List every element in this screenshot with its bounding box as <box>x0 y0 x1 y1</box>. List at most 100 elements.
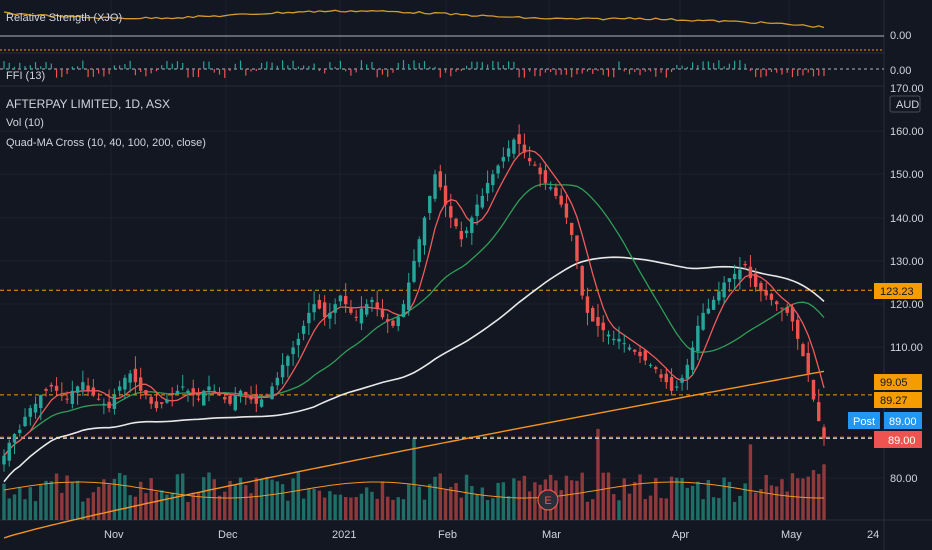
candle-body <box>259 399 264 407</box>
candle-body <box>133 368 138 383</box>
candle-body <box>407 282 411 310</box>
candle-body <box>175 390 180 394</box>
candle-body <box>596 317 600 326</box>
ffi-bar <box>140 69 142 72</box>
volume-bar <box>817 473 821 520</box>
ffi-bar <box>818 69 820 76</box>
candle-body <box>391 320 395 326</box>
ffi-axis-value: 0.00 <box>890 65 911 77</box>
ffi-bar <box>166 60 168 69</box>
volume-bar <box>443 489 448 520</box>
ffi-bar <box>87 69 89 78</box>
ffi-bar <box>287 65 289 69</box>
ffi-bar <box>534 69 536 77</box>
last-price-bg <box>874 431 922 448</box>
candle-body <box>612 338 616 341</box>
volume-bar <box>107 484 111 520</box>
candle-body <box>732 273 737 280</box>
ffi-bar <box>550 69 552 73</box>
ffi-bar <box>429 66 431 69</box>
candle-body <box>254 393 259 404</box>
candle-body <box>301 325 306 334</box>
ffi-bar <box>544 69 547 73</box>
candle-body <box>538 167 542 175</box>
volume-bar <box>75 480 80 520</box>
ffi-bar <box>324 69 326 74</box>
time-axis[interactable]: Nov Dec 2021 Feb Mar Apr May 24 <box>104 529 879 541</box>
ffi-bar <box>171 63 173 69</box>
ffi-bar <box>444 69 447 73</box>
volume-bar <box>496 482 500 520</box>
ffi-bar <box>239 60 242 69</box>
volume-bar <box>654 478 658 520</box>
volume-bar <box>375 498 379 520</box>
volume-bar <box>312 488 316 520</box>
volume-bar <box>317 490 322 520</box>
candle-body <box>585 296 590 313</box>
volume-bar <box>217 495 222 520</box>
candle-body <box>564 203 569 218</box>
time-tick-feb: Feb <box>438 529 457 541</box>
volume-bar <box>753 492 758 520</box>
volume-bar <box>328 491 332 520</box>
earnings-marker[interactable]: E <box>537 489 559 511</box>
candle-body <box>322 302 327 318</box>
volume-bar <box>364 487 369 520</box>
ffi-bar <box>476 61 478 69</box>
ffi-bar <box>234 63 236 69</box>
ffi-bar <box>786 69 788 73</box>
volume-bar <box>690 485 695 520</box>
candle-body <box>743 263 747 266</box>
candle-body <box>648 364 653 366</box>
volume-bar <box>501 482 506 520</box>
candle-body <box>591 307 595 322</box>
volume-bar <box>165 494 169 520</box>
volume-bar <box>291 478 295 520</box>
volume-bar <box>643 499 647 520</box>
candle-body <box>601 322 605 331</box>
ffi-bar <box>61 69 63 78</box>
candle-body <box>675 386 679 388</box>
candle-body <box>669 377 674 391</box>
volume-bar <box>49 481 54 520</box>
ffi-bar <box>718 60 720 69</box>
ffi-bar <box>224 69 226 78</box>
candle-body <box>443 185 448 205</box>
ffi-bar <box>565 69 568 75</box>
ffi-bar <box>760 69 762 78</box>
ffi-bar <box>292 60 294 69</box>
volume-bar <box>475 494 479 520</box>
ffi-bar <box>497 61 499 69</box>
candle-body <box>759 283 763 292</box>
candle-body <box>622 343 626 345</box>
candle-body <box>559 195 563 205</box>
ffi-bar <box>613 69 615 78</box>
candle-body <box>780 307 784 309</box>
main-legend: AFTERPAY LIMITED, 1D, ASX Vol (10) Quad-… <box>6 97 206 149</box>
time-tick-24: 24 <box>867 529 879 541</box>
post-value-bg <box>884 412 922 429</box>
price-axis[interactable]: 170.00 AUD 160.00 150.00 140.00 130.00 1… <box>889 83 924 485</box>
candle-body <box>428 195 432 214</box>
ffi-bar <box>418 62 420 69</box>
candle-body <box>96 398 101 400</box>
ffi-bar <box>581 69 583 74</box>
candle-body <box>196 398 201 400</box>
ffi-bar <box>602 69 604 76</box>
candle-body <box>354 316 358 318</box>
ffi-bar <box>560 69 562 75</box>
ffi-bar <box>686 66 688 69</box>
candle-body <box>811 379 816 400</box>
candle-body <box>186 390 190 393</box>
candle-body <box>717 291 721 301</box>
ffi-bar <box>681 65 683 69</box>
ffi-bar <box>713 63 715 69</box>
volume-bar <box>60 492 64 520</box>
volume-bar <box>65 475 69 520</box>
ffi-bar <box>376 69 378 78</box>
candle-body <box>244 391 248 396</box>
volume-bar <box>202 477 206 520</box>
volume-bar <box>517 480 521 520</box>
ffi-bar <box>776 69 778 73</box>
